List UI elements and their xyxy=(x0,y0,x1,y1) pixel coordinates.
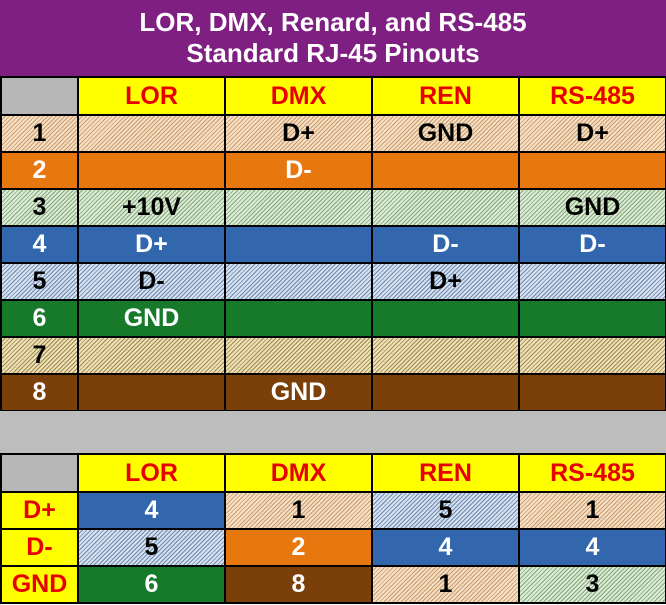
pin-3-rs485-cell: GND xyxy=(518,188,666,227)
signal-row-gnd: GND 6 8 1 3 xyxy=(0,565,666,604)
signal-lor-pin-cell: 6 xyxy=(77,565,226,604)
pin-row-4: 4 D+ D- D- xyxy=(0,225,666,264)
header-rs485: RS-485 xyxy=(518,453,666,493)
pin-5-lor-cell: D- xyxy=(77,262,226,301)
signal-row-dminus: D- 5 2 4 4 xyxy=(0,528,666,567)
pin-6-lor-cell: GND xyxy=(77,299,226,338)
signal-table-header: LOR DMX REN RS-485 xyxy=(0,453,666,493)
pin-number: 6 xyxy=(0,299,79,338)
pin-row-1: 1 D+ GND D+ xyxy=(0,114,666,153)
pin-row-5: 5 D- D+ xyxy=(0,262,666,301)
pin-2-rs485-cell xyxy=(518,151,666,190)
pin-4-ren-cell: D- xyxy=(371,225,520,264)
pin-number: 7 xyxy=(0,336,79,375)
header-corner xyxy=(0,453,79,493)
signal-rs485-pin-cell: 4 xyxy=(518,528,666,567)
signal-dmx-pin-cell: 2 xyxy=(224,528,373,567)
signal-dmx-pin-cell: 1 xyxy=(224,491,373,530)
signal-ren-pin-cell: 4 xyxy=(371,528,520,567)
pin-3-ren-cell xyxy=(371,188,520,227)
pin-8-dmx-cell: GND xyxy=(224,373,373,412)
signal-lor-pin-cell: 5 xyxy=(77,528,226,567)
signal-label: GND xyxy=(0,565,79,604)
pin-1-dmx-cell: D+ xyxy=(224,114,373,153)
pin-2-dmx-cell: D- xyxy=(224,151,373,190)
signal-rs485-pin-cell: 3 xyxy=(518,565,666,604)
signal-ren-pin-cell: 5 xyxy=(371,491,520,530)
pin-8-lor-cell xyxy=(77,373,226,412)
pin-7-rs485-cell xyxy=(518,336,666,375)
pin-3-dmx-cell xyxy=(224,188,373,227)
section-divider xyxy=(0,411,666,453)
pin-number: 8 xyxy=(0,373,79,412)
pin-7-lor-cell xyxy=(77,336,226,375)
pin-table: LOR DMX REN RS-485 1 D+ GND D+ 2 D- 3 +10V GND 4 D… xyxy=(0,76,666,412)
pin-row-8: 8 GND xyxy=(0,373,666,412)
header-lor: LOR xyxy=(77,453,226,493)
pin-4-rs485-cell: D- xyxy=(518,225,666,264)
signal-table: LOR DMX REN RS-485 D+ 4 1 5 1 D- 5 2 4 4 GND 6 8 1 3 xyxy=(0,453,666,604)
pin-row-7: 7 xyxy=(0,336,666,375)
pin-5-dmx-cell xyxy=(224,262,373,301)
pin-1-rs485-cell: D+ xyxy=(518,114,666,153)
header-dmx: DMX xyxy=(224,453,373,493)
header-rs485: RS-485 xyxy=(518,76,666,116)
pin-6-ren-cell xyxy=(371,299,520,338)
pin-8-ren-cell xyxy=(371,373,520,412)
pin-row-3: 3 +10V GND xyxy=(0,188,666,227)
pin-1-ren-cell: GND xyxy=(371,114,520,153)
header-corner xyxy=(0,76,79,116)
pin-number: 2 xyxy=(0,151,79,190)
title-line-1: LOR, DMX, Renard, and RS-485 xyxy=(139,7,527,37)
signal-row-dplus: D+ 4 1 5 1 xyxy=(0,491,666,530)
title-line-2: Standard RJ-45 Pinouts xyxy=(186,38,480,68)
pin-row-6: 6 GND xyxy=(0,299,666,338)
header-ren: REN xyxy=(371,453,520,493)
pin-4-dmx-cell xyxy=(224,225,373,264)
signal-lor-pin-cell: 4 xyxy=(77,491,226,530)
pin-6-dmx-cell xyxy=(224,299,373,338)
signal-dmx-pin-cell: 8 xyxy=(224,565,373,604)
pin-table-header: LOR DMX REN RS-485 xyxy=(0,76,666,116)
pin-8-rs485-cell xyxy=(518,373,666,412)
pin-6-rs485-cell xyxy=(518,299,666,338)
pin-number: 4 xyxy=(0,225,79,264)
pin-5-ren-cell: D+ xyxy=(371,262,520,301)
pin-2-lor-cell xyxy=(77,151,226,190)
signal-label: D+ xyxy=(0,491,79,530)
signal-rs485-pin-cell: 1 xyxy=(518,491,666,530)
page-title: LOR, DMX, Renard, and RS-485 Standard RJ… xyxy=(0,0,666,76)
pin-7-dmx-cell xyxy=(224,336,373,375)
pin-number: 5 xyxy=(0,262,79,301)
pin-number: 3 xyxy=(0,188,79,227)
pin-1-lor-cell xyxy=(77,114,226,153)
signal-label: D- xyxy=(0,528,79,567)
pin-2-ren-cell xyxy=(371,151,520,190)
pin-number: 1 xyxy=(0,114,79,153)
header-lor: LOR xyxy=(77,76,226,116)
pin-5-rs485-cell xyxy=(518,262,666,301)
pin-3-lor-cell: +10V xyxy=(77,188,226,227)
header-ren: REN xyxy=(371,76,520,116)
header-dmx: DMX xyxy=(224,76,373,116)
pin-row-2: 2 D- xyxy=(0,151,666,190)
signal-ren-pin-cell: 1 xyxy=(371,565,520,604)
pin-7-ren-cell xyxy=(371,336,520,375)
pin-4-lor-cell: D+ xyxy=(77,225,226,264)
